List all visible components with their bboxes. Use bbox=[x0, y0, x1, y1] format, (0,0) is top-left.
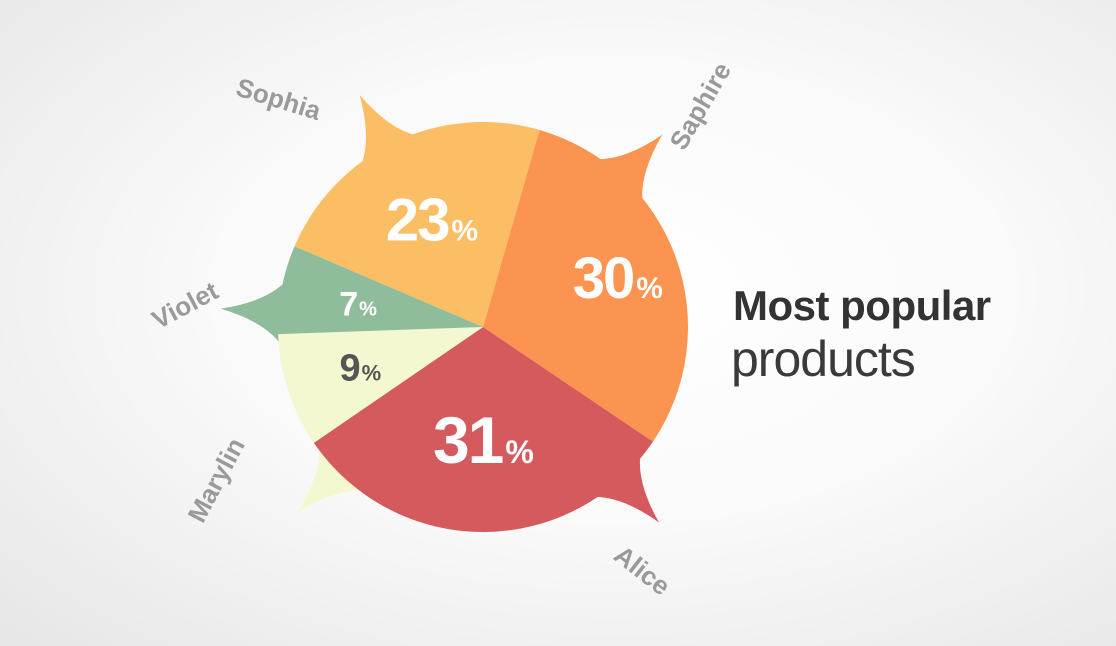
violet-name-label: Violet bbox=[147, 275, 223, 335]
alice-value-label: 31% bbox=[433, 403, 534, 477]
saphire-slice bbox=[483, 129, 689, 442]
sophia-name-label: Sophia bbox=[233, 72, 325, 126]
violet-slice-tail bbox=[220, 275, 291, 352]
saphire-value-label: 30% bbox=[573, 246, 663, 311]
marylin-slice bbox=[278, 327, 483, 443]
marylin-name-label: Marylin bbox=[182, 433, 251, 527]
violet-value-label: 7% bbox=[339, 286, 377, 324]
marylin-slice-tail bbox=[297, 438, 372, 513]
chart-title-line1: Most popular bbox=[733, 282, 991, 329]
violet-slice bbox=[278, 246, 483, 335]
chart-title-line2: products bbox=[731, 331, 916, 387]
slice-tails bbox=[220, 94, 663, 523]
pie-slices bbox=[278, 121, 689, 532]
saphire-slice-tail bbox=[588, 134, 663, 211]
sophia-slice-tail bbox=[357, 94, 425, 173]
value-labels: 30 % 31% 9 % 7 %23% bbox=[339, 187, 663, 477]
sophia-slice bbox=[294, 121, 540, 327]
alice-name-label: Alice bbox=[609, 539, 676, 601]
alice-slice bbox=[313, 327, 653, 532]
saphire-name-label: Saphire bbox=[663, 57, 737, 155]
alice-slice-tail bbox=[585, 446, 659, 523]
sophia-value-label: 23% bbox=[386, 187, 478, 254]
marylin-value-label: 9% bbox=[339, 348, 381, 390]
